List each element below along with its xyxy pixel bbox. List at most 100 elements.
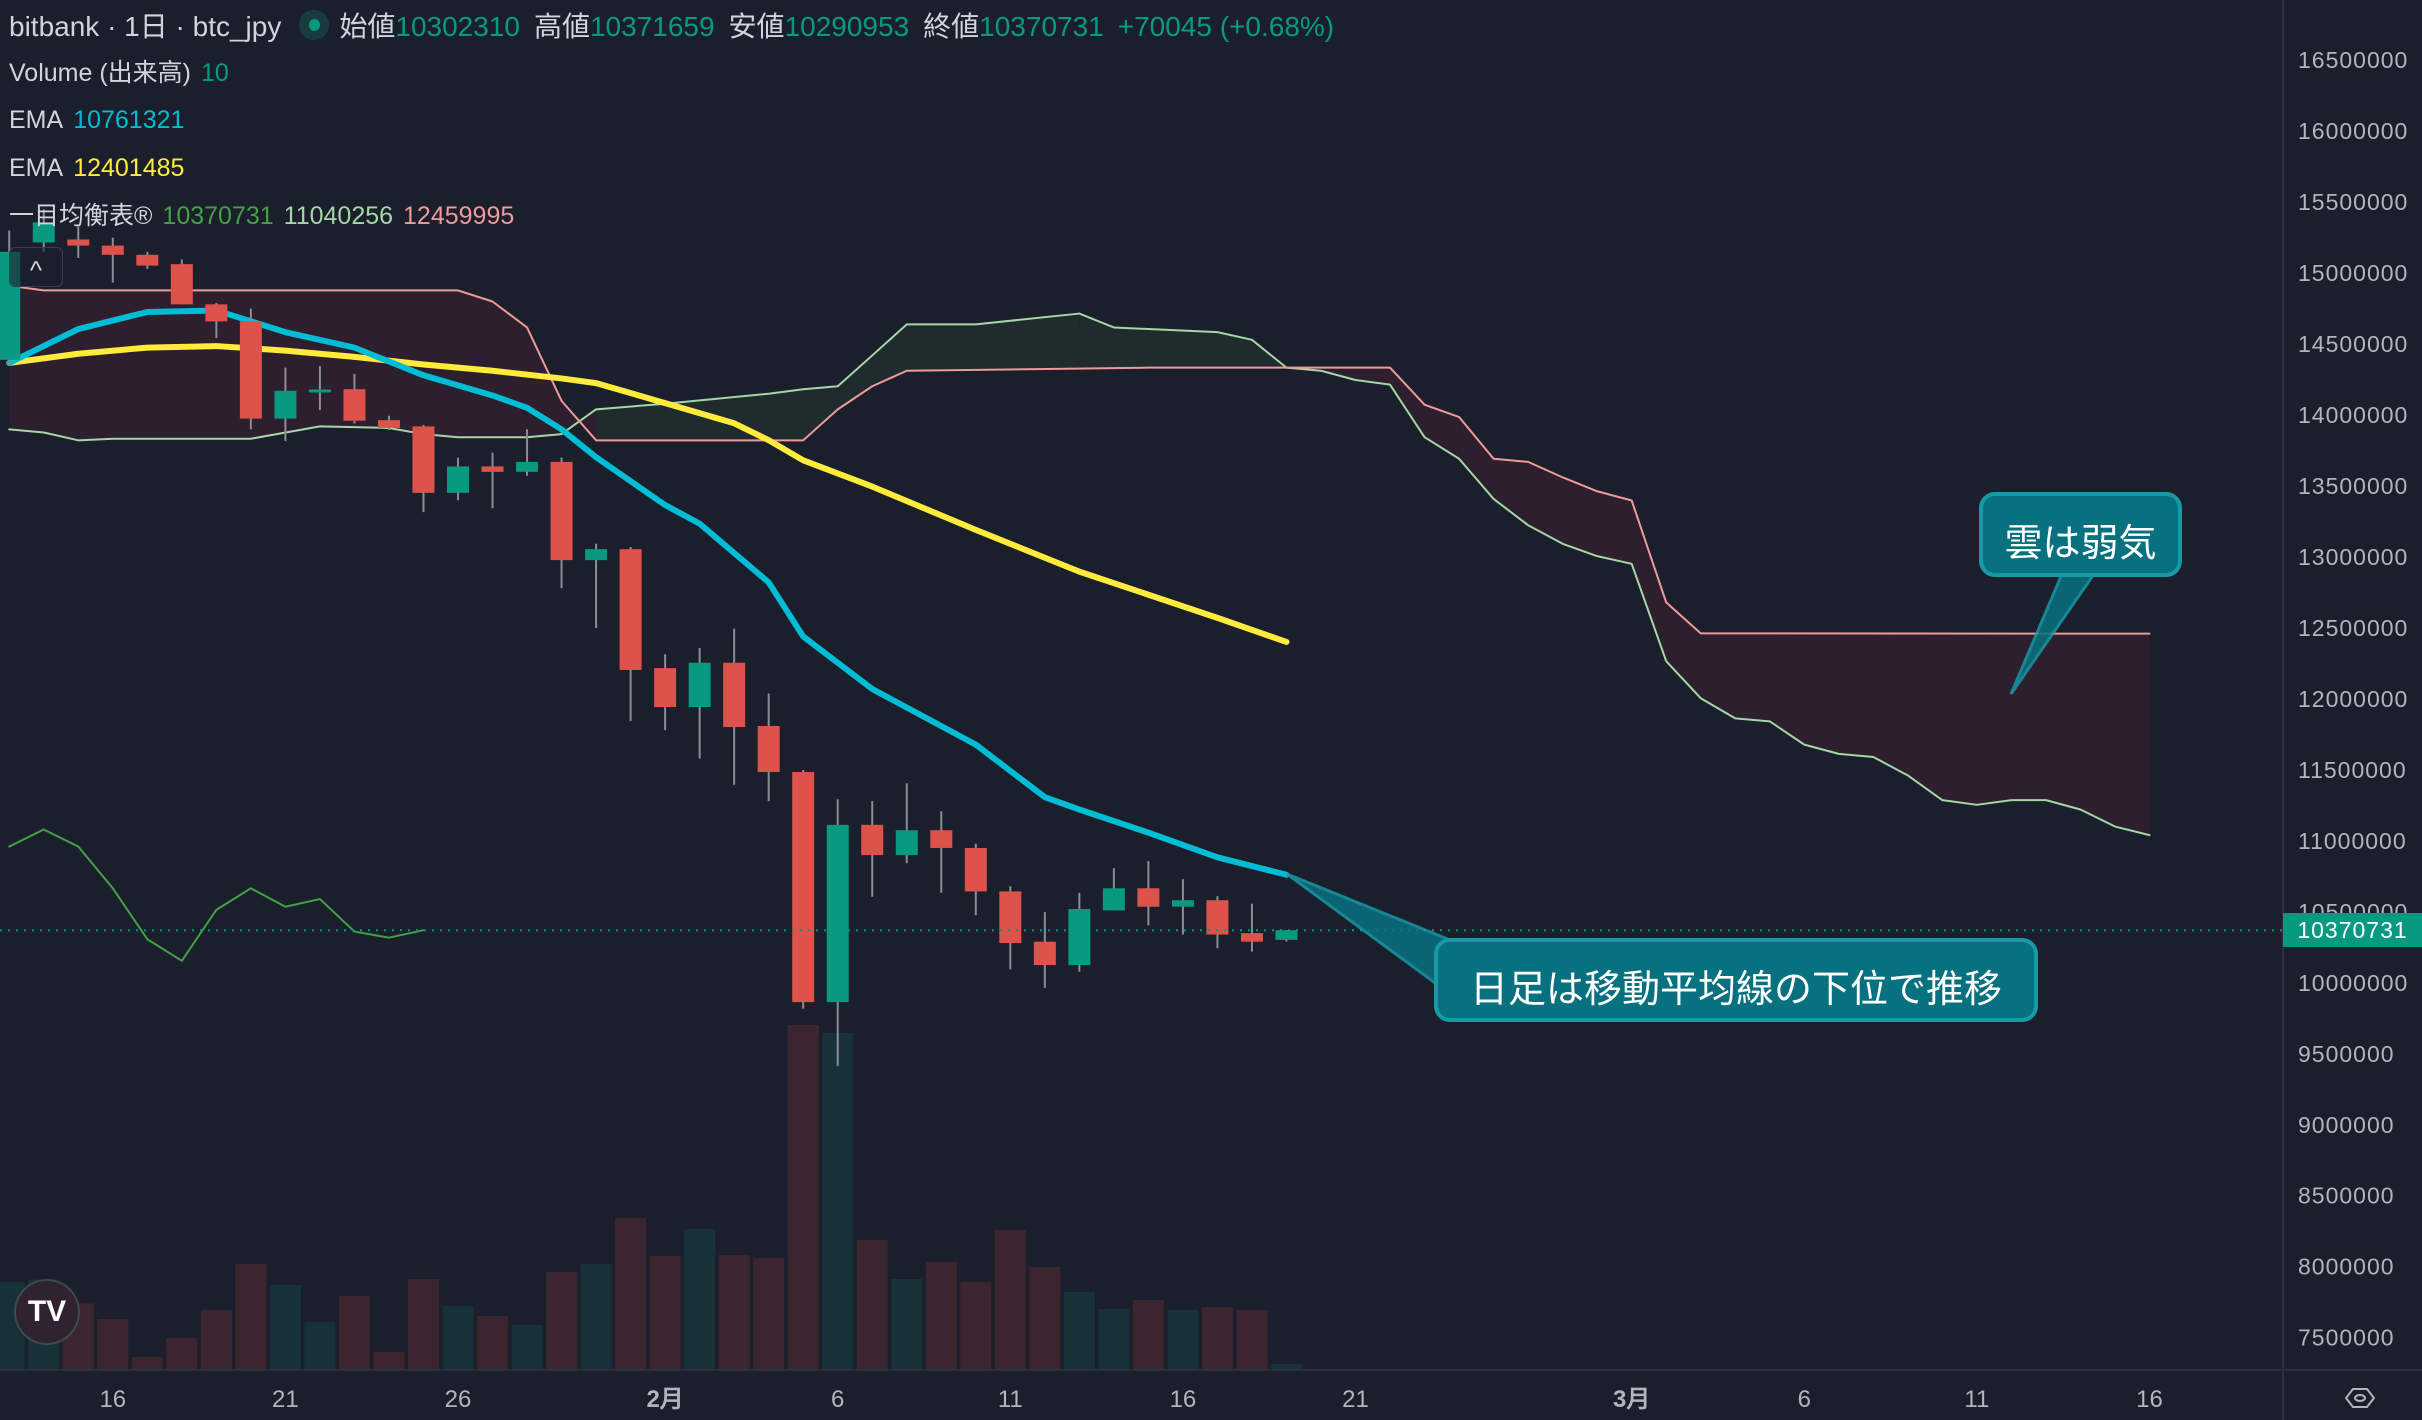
high-label: 高値 [533,11,590,42]
chevron-up-icon: ^ [29,255,43,285]
candle-body [1033,941,1056,966]
ichimoku-legend[interactable]: 一目均衡表® 10370731 11040256 12459995 [9,204,524,229]
low-value: 10290953 [784,11,910,42]
candle-down [964,843,987,916]
time-tick-label: 16 [2136,1386,2163,1413]
open-label: 始値 [339,11,396,42]
candle-up [274,367,297,442]
candle-body [1068,909,1091,966]
ema-fast-legend[interactable]: EMA 10761321 [9,108,194,133]
cloud-segment-bearish [1459,417,1494,499]
ema-slow-label: EMA [9,154,64,182]
candle-up [1102,868,1125,911]
tradingview-logo[interactable]: TV [14,1279,80,1345]
candle-down [550,457,573,589]
volume-bar [166,1338,198,1369]
candle-body [239,321,262,419]
price-tick-label: 10000000 [2298,970,2408,996]
candle-down [101,237,124,283]
ichimoku-span-b-value: 12459995 [403,202,515,230]
candle-body [136,254,159,266]
ichimoku-span-b-line [8,284,2151,635]
volume-bar [1236,1310,1268,1369]
symbol-title[interactable]: bitbank · 1日 · btc_jpy [9,11,282,42]
cloud-segment-bearish [181,290,217,439]
volume-bar [891,1279,923,1369]
candle-down [239,308,262,430]
candle-up [308,366,331,411]
volume-bar [97,1319,129,1369]
candle-down [999,886,1022,970]
cloud-segment-bullish [941,324,976,371]
volume-bar [200,1310,232,1369]
volume-legend[interactable]: Volume (出来高) 10 [9,61,239,86]
candle-down [481,452,504,509]
candle-body [516,461,539,472]
cloud-segment-bearish [2114,633,2150,836]
price-tick-label: 16000000 [2298,118,2408,144]
candle-body [585,549,608,561]
cloud-segment-bearish [1976,633,2012,805]
candle-down [1206,896,1229,949]
cloud-segment-bearish [458,290,493,438]
cloud-segment-bearish [1390,367,1425,438]
time-tick-label: 21 [1342,1386,1369,1413]
ichimoku-span-a-value: 11040256 [283,202,394,230]
candle-body [861,824,884,856]
candle-up [688,647,711,759]
cloud-segment-bearish [147,290,182,439]
market-open-dot-icon [299,10,330,40]
volume-bar [960,1282,992,1369]
ema-slow-line [6,343,1290,645]
candle-up [1171,879,1194,935]
ichimoku-label: 一目均衡表® [9,202,153,230]
candle-up [516,429,539,476]
candle-down [1240,903,1263,952]
time-tick-label: 6 [1798,1386,1811,1413]
cloud-segment-bullish [1010,317,1045,370]
candle-down [412,424,435,513]
ema-slow-value: 12401485 [73,154,185,182]
price-tick-label: 15500000 [2298,189,2408,215]
cloud-segment-bullish [1113,327,1149,369]
candle-down [792,769,815,1009]
eye-icon[interactable] [2344,1386,2376,1410]
candle-down [205,302,228,339]
volume-bar [1201,1307,1233,1369]
volume-bar [1270,1364,1302,1369]
ema-slow-legend[interactable]: EMA 12401485 [9,156,194,181]
volume-bar [269,1285,301,1369]
candle-up [1068,892,1091,972]
price-tick-label: 9000000 [2298,1112,2395,1138]
price-axis[interactable]: 16500000 16000000 15500000 15000000 14500000… [2298,47,2408,1350]
candle-up [447,457,469,501]
low-label: 安値 [728,11,785,42]
price-tick-label: 8000000 [2298,1254,2395,1280]
volume-bar [373,1352,405,1369]
time-tick-label: 26 [445,1386,472,1413]
candle-down [757,693,780,802]
callout-below-ma[interactable] [1286,872,2038,1022]
cloud-segment-bearish [1424,404,1460,459]
candle-up [32,209,55,252]
volume-bar [338,1296,370,1369]
cloud-segment-bearish [1493,458,1529,526]
candle-down [619,547,642,722]
price-tick-label: 8500000 [2298,1183,2395,1209]
cloud-segment-bearish [1700,633,1736,719]
cloud-segment-bearish [1562,477,1598,557]
cloud-segment-bearish [1838,633,1874,757]
collapse-legend-button[interactable]: ^ [9,247,63,287]
candle-down [136,251,159,269]
volume-bar [511,1325,543,1369]
callout-cloud-bearish[interactable] [1979,492,2182,695]
cloud-segment-bearish [1942,633,1977,805]
open-value: 10302310 [395,11,520,42]
volume-bar [1098,1309,1130,1369]
price-tick-label: 9500000 [2298,1041,2395,1067]
candle-down [930,811,953,893]
volume-bar [615,1218,647,1369]
time-axis[interactable]: 16 21 26 2月 6 11 16 21 3月 6 11 16 [99,1386,2162,1413]
cloud-segment-bullish [768,389,804,441]
